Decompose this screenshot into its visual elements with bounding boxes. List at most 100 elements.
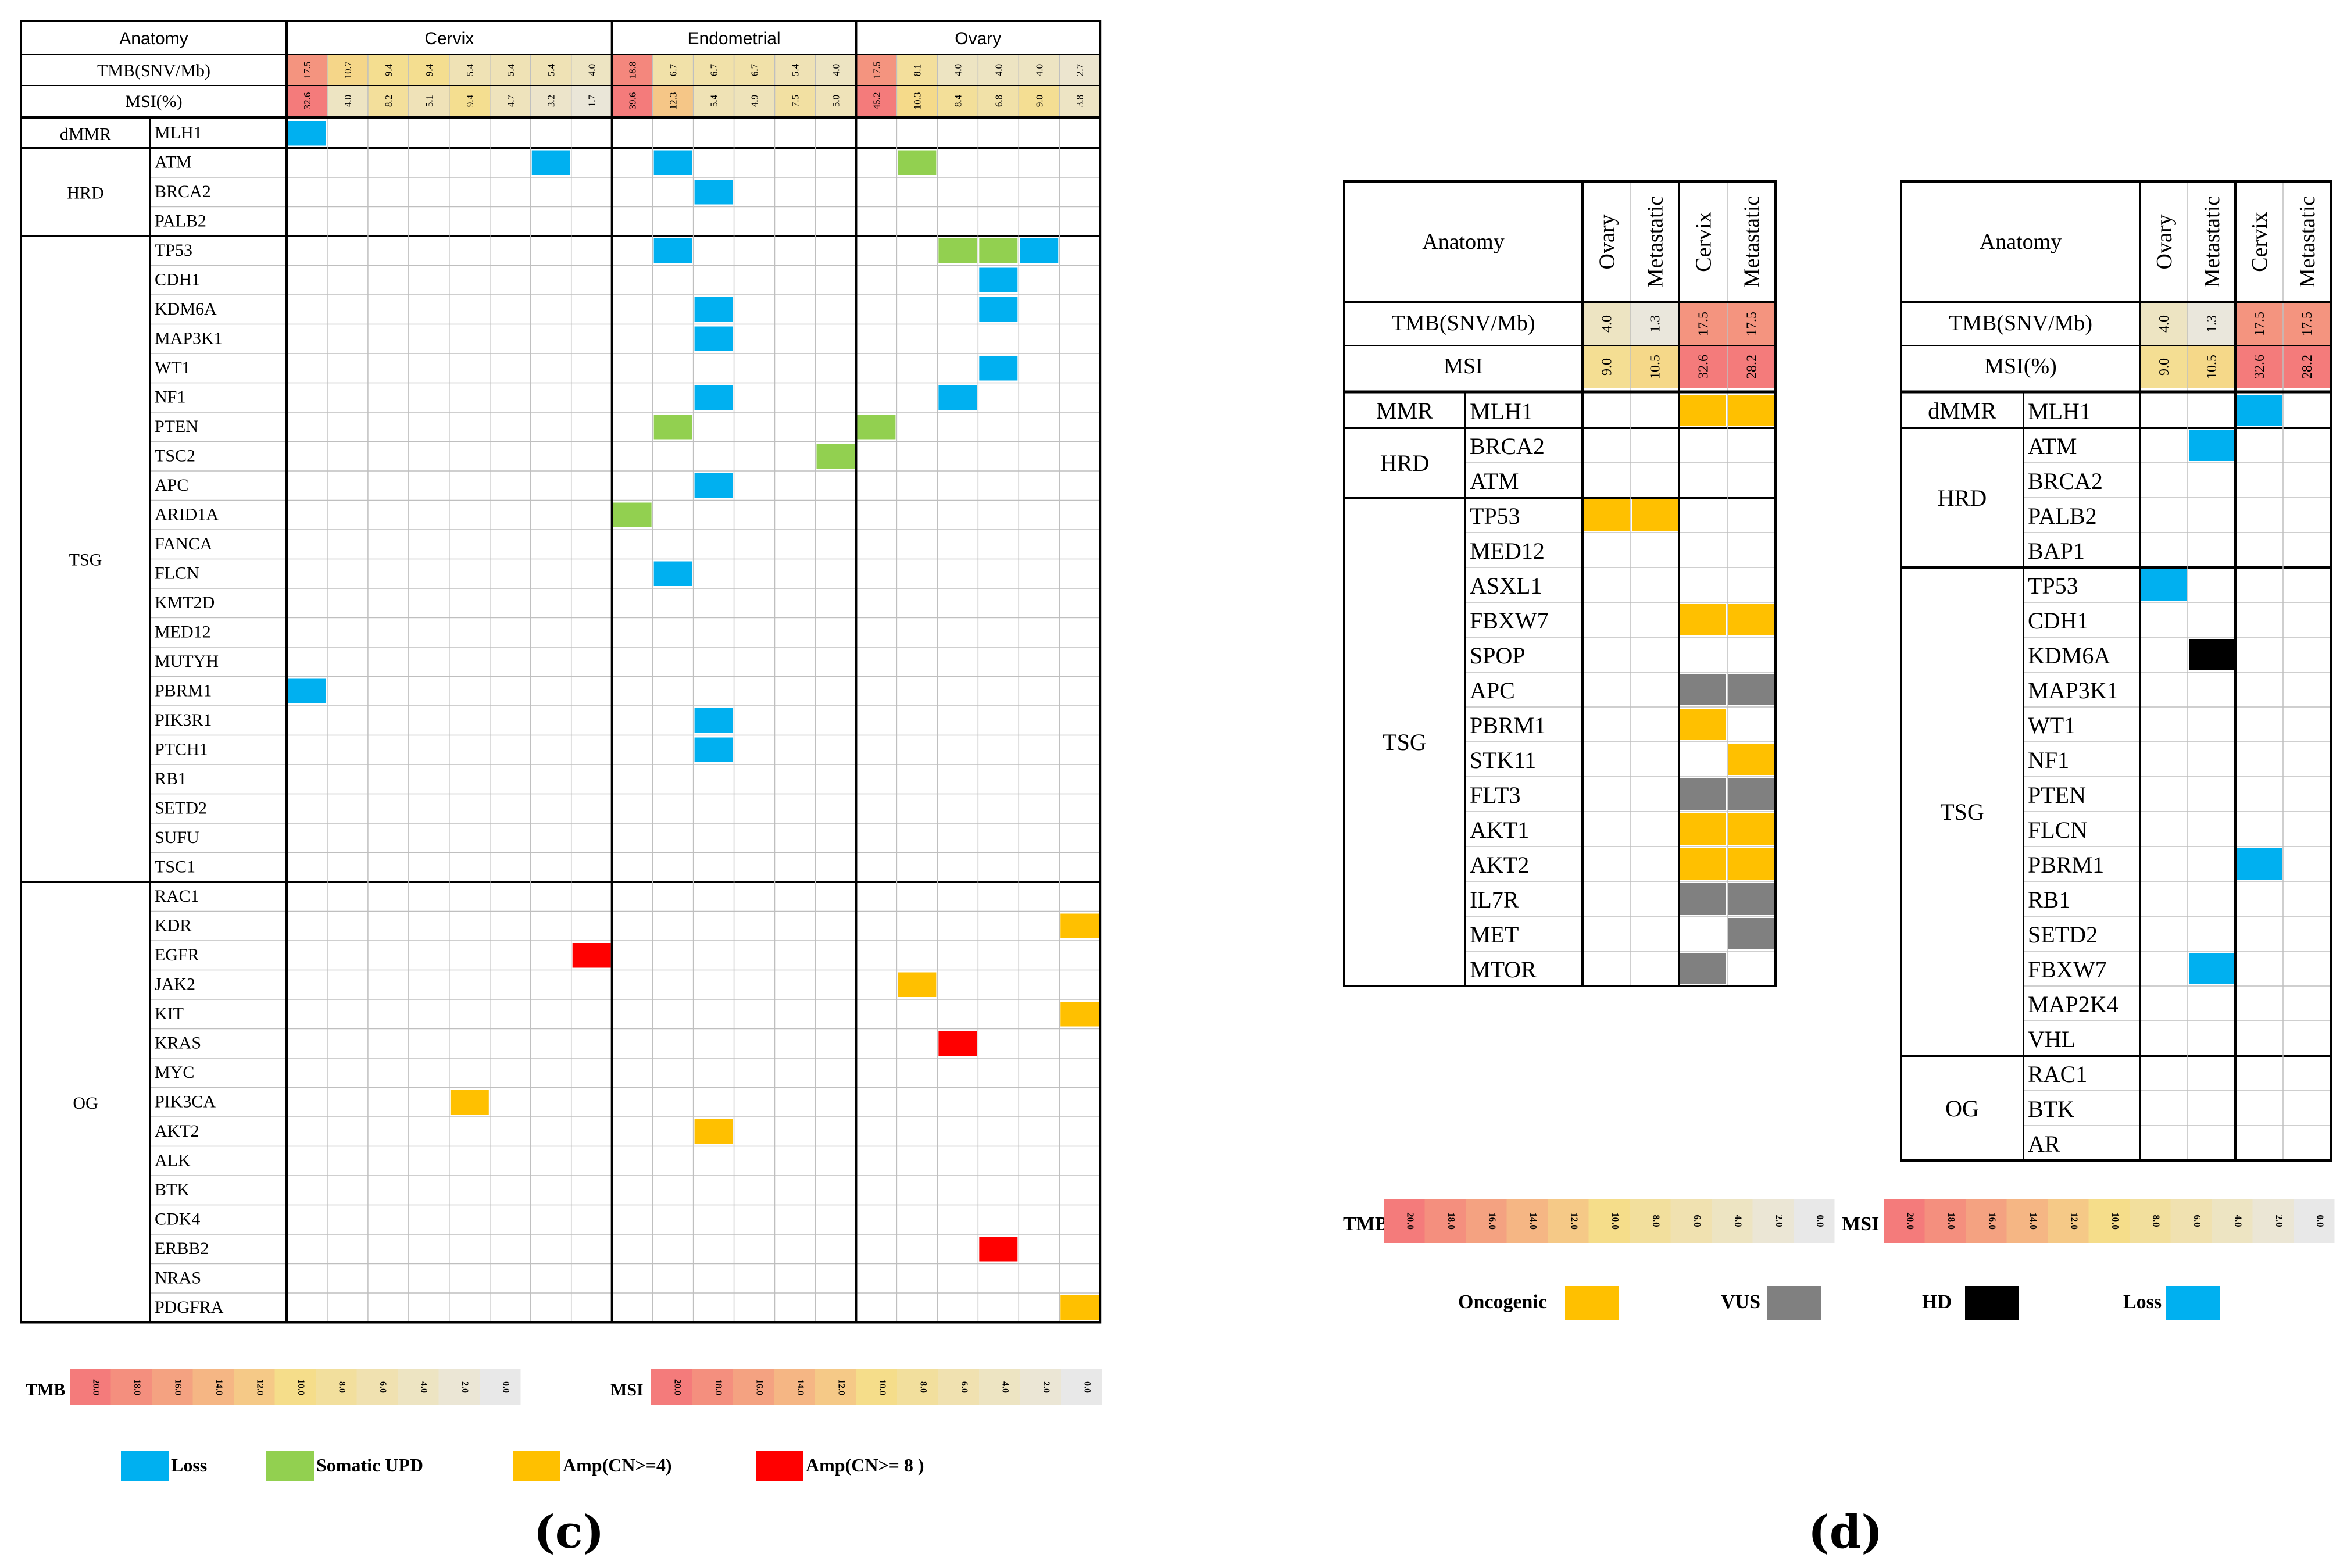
msi-value: 45.2 — [871, 92, 882, 110]
gene-label-brca2: BRCA2 — [1470, 433, 1545, 459]
column-header-metastatic: Metastatic — [2295, 196, 2320, 288]
tmb-cell — [530, 55, 571, 85]
msi-cell — [327, 85, 368, 116]
gene-label-alk: ALK — [155, 1151, 191, 1170]
gene-label-mlh1: MLH1 — [1470, 398, 1533, 424]
gene-label-atm: ATM — [2028, 433, 2077, 459]
scale-swatch — [2088, 1199, 2130, 1243]
gene-label-apc: APC — [1470, 677, 1515, 703]
scale-tick: 4.0 — [2232, 1215, 2244, 1227]
msi-cell — [530, 85, 571, 116]
tmb-value: 17.5 — [871, 62, 882, 79]
tmb-value: 4.0 — [830, 64, 841, 76]
gene-label-cdk4: CDK4 — [155, 1210, 200, 1229]
category-label-tsg: TSG — [1940, 799, 1984, 825]
scale-tick: 8.0 — [2150, 1215, 2162, 1227]
scale-swatch — [2294, 1199, 2335, 1243]
alteration-somatic_upd — [898, 150, 937, 175]
scale-tick: 12.0 — [836, 1379, 846, 1395]
tmb-row-label: TMB(SNV/Mb) — [1391, 311, 1535, 335]
gene-label-myc: MYC — [155, 1063, 194, 1082]
scale-label-tmb: TMB — [26, 1380, 65, 1399]
alteration-oncogenic — [1728, 395, 1774, 426]
alteration-amp4 — [1060, 1295, 1099, 1320]
gene-label-sufu: SUFU — [155, 828, 199, 847]
tmb-cell — [693, 55, 734, 85]
gene-label-nf1: NF1 — [2028, 747, 2069, 773]
alteration-loss — [694, 326, 733, 351]
column-header-ovary: Ovary — [2152, 215, 2177, 270]
scale-swatch — [1061, 1369, 1102, 1405]
tmb-value: 5.4 — [546, 63, 557, 76]
anatomy-header: Anatomy — [1980, 230, 2062, 254]
gene-label-btk: BTK — [155, 1180, 190, 1199]
category-label-hrd: HRD — [67, 183, 103, 202]
category-label-dmmr: dMMR — [60, 124, 111, 144]
legend-label-amp4: Amp(CN>=4) — [563, 1455, 672, 1476]
legend-label-amp8: Amp(CN>= 8 ) — [806, 1455, 924, 1476]
scale-tick: 10.0 — [2110, 1212, 2121, 1230]
tmb-value: 17.5 — [1696, 312, 1712, 336]
scale-tick: 2.0 — [1041, 1381, 1051, 1393]
msi-cell — [1059, 85, 1101, 116]
gene-label-pik3r1: PIK3R1 — [155, 710, 212, 730]
gene-label-nf1: NF1 — [155, 388, 185, 407]
alteration-loss — [979, 297, 1018, 322]
gene-label-kmt2d: KMT2D — [155, 593, 215, 612]
scale-tick: 16.0 — [1987, 1212, 1998, 1230]
msi-value: 12.3 — [668, 92, 679, 110]
scale-tick: 6.0 — [959, 1381, 969, 1393]
tmb-row-label: TMB(SNV/Mb) — [1949, 311, 2092, 335]
alteration-somatic_upd — [613, 502, 652, 527]
tmb-cell — [2140, 302, 2188, 345]
gene-label-map2k4: MAP2K4 — [2028, 991, 2119, 1017]
tmb-cell — [367, 55, 409, 85]
tmb-value: 4.0 — [993, 64, 1004, 76]
gene-label-arid1a: ARID1A — [155, 505, 219, 524]
gene-label-egfr: EGFR — [155, 945, 199, 965]
alteration-amp8 — [572, 943, 611, 968]
gene-label-palb2: PALB2 — [2028, 503, 2097, 529]
scale-swatch — [1384, 1199, 1425, 1243]
scale-swatch — [692, 1369, 733, 1405]
legend-swatch-loss — [2166, 1286, 2220, 1320]
msi-value: 4.0 — [342, 95, 353, 107]
tmb-value: 9.4 — [424, 63, 435, 76]
legend-label-hd: HD — [1922, 1291, 1952, 1313]
alteration-amp4 — [1060, 913, 1099, 938]
tmb-cell — [774, 55, 816, 85]
gene-label-jak2: JAK2 — [155, 975, 195, 994]
scale-tick: 0.0 — [1814, 1215, 1826, 1227]
gene-label-flcn: FLCN — [155, 564, 199, 583]
gene-label-setd2: SETD2 — [2028, 921, 2098, 948]
scale-tick: 14.0 — [1528, 1212, 1539, 1230]
legend-label-loss: Loss — [2123, 1291, 2162, 1313]
panel-d-left-heatmap: Anatomy Ovary Metastatic Cervix Metastatic TM… — [1343, 180, 1777, 987]
gene-label-rb1: RB1 — [155, 769, 187, 788]
gene-label-kdr: KDR — [155, 916, 191, 935]
msi-cell — [287, 85, 327, 116]
scale-tick: 2.0 — [1774, 1215, 1785, 1227]
scale-tick: 6.0 — [378, 1381, 388, 1393]
msi-value: 28.2 — [1745, 355, 1760, 379]
gene-label-pbrm1: PBRM1 — [155, 681, 212, 701]
alteration-vus — [1728, 778, 1774, 810]
tmb-cell — [1059, 55, 1101, 85]
msi-value: 3.2 — [546, 95, 557, 107]
gene-label-mlh1: MLH1 — [155, 123, 202, 142]
legend-swatch-hd — [1965, 1286, 2019, 1320]
caption-d-text: (d) — [1808, 1506, 1883, 1559]
gene-label-nras: NRAS — [155, 1269, 201, 1288]
legend-swatch-amp4 — [513, 1451, 560, 1481]
gene-label-tsc2: TSC2 — [155, 447, 195, 466]
scale-swatch — [274, 1369, 316, 1405]
group-header-endometrial: Endometrial — [688, 29, 781, 48]
legend-swatch-amp8 — [756, 1451, 803, 1481]
gene-label-pten: PTEN — [2028, 782, 2086, 808]
gene-label-pbrm1: PBRM1 — [2028, 852, 2104, 878]
gene-label-kdm6a: KDM6A — [155, 299, 217, 319]
scale-swatch — [480, 1369, 521, 1405]
scale-tick: 10.0 — [296, 1379, 306, 1395]
alteration-hd — [2189, 639, 2234, 670]
scale-label-tmb: TMB — [1343, 1213, 1388, 1235]
